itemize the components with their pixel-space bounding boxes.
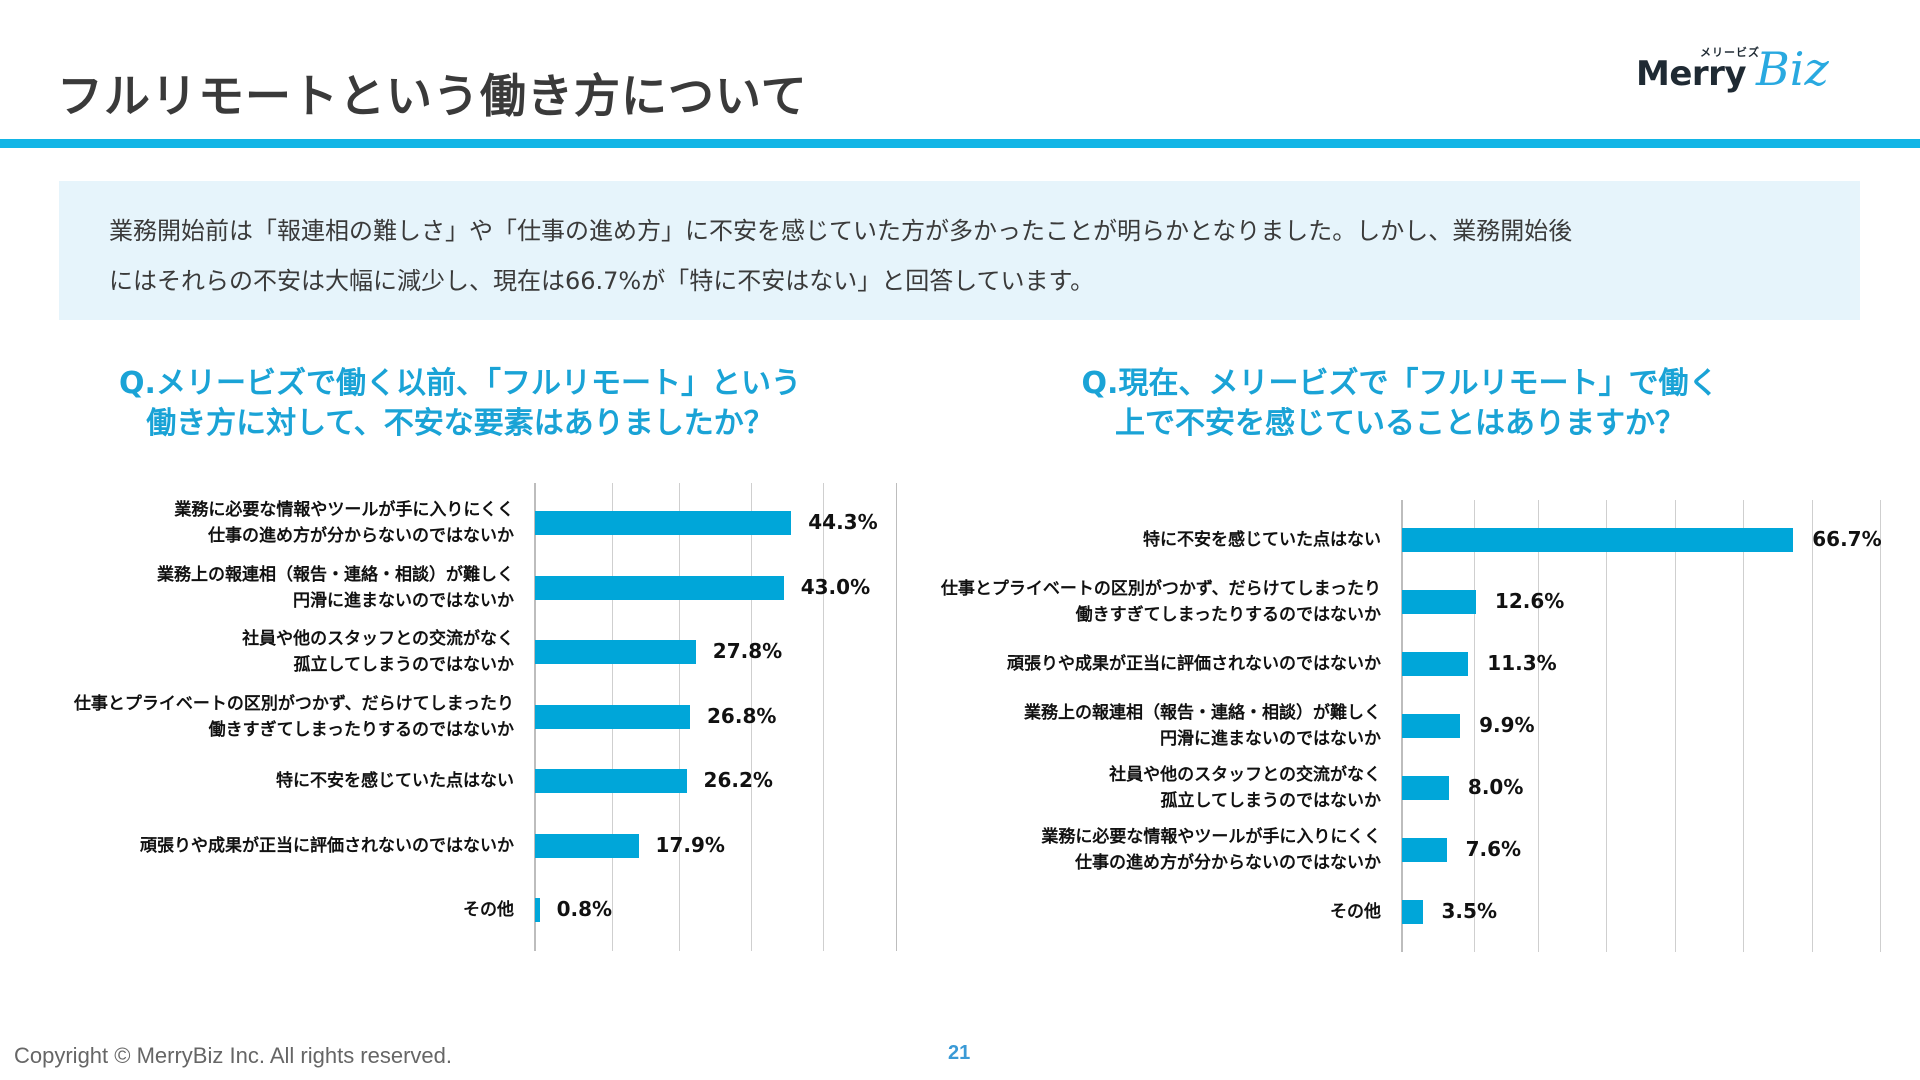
page-title: フルリモートという働き方について — [57, 69, 808, 123]
category-label: 社員や他のスタッフとの交流がなく孤立してしまうのではないか — [242, 626, 514, 678]
category-label: 業務に必要な情報やツールが手に入りにくく仕事の進め方が分からないのではないか — [174, 497, 514, 549]
category-label-line: 仕事の進め方が分からないのではないか — [208, 526, 514, 546]
data-label: 26.2% — [703, 768, 773, 792]
bar — [1402, 652, 1469, 676]
category-label: 特に不安を感じていた点はない — [1143, 527, 1381, 553]
category-label-line: 円滑に進まないのではないか — [293, 590, 514, 611]
category-label-line: その他 — [1330, 902, 1381, 922]
logo-kana: メリービズ — [1700, 46, 1760, 59]
bar — [1402, 776, 1449, 800]
category-label-line: 働きすぎてしまったりするのではないか — [1075, 605, 1381, 625]
category-label: 業務上の報連相（報告・連絡・相談）が難しく円滑に進まないのではないか — [157, 562, 514, 614]
bar — [535, 640, 696, 664]
category-label: 仕事とプライベートの区別がつかず、だらけてしまったり働きすぎてしまったりするので… — [74, 691, 514, 743]
chart-title-line: Q.メリービズで働く以前、「フルリモート」という — [119, 366, 801, 401]
bar — [1402, 900, 1423, 924]
category-label-line: 頑張りや成果が正当に評価されないのではないか — [140, 835, 514, 856]
category-label-line: 業務に必要な情報やツールが手に入りにくく — [174, 500, 514, 520]
category-label-line: 孤立してしまうのではないか — [1160, 791, 1382, 811]
bar — [1402, 590, 1476, 614]
gridline — [1674, 500, 1676, 952]
data-label: 44.3% — [808, 510, 878, 534]
category-label-line: 特に不安を感じていた点はない — [1143, 530, 1381, 550]
category-label: 業務に必要な情報やツールが手に入りにくく仕事の進め方が分からないのではないか — [1041, 824, 1381, 876]
footer-copyright: Copyright © MerryBiz Inc. All rights res… — [14, 1043, 453, 1068]
category-label-line: 社員や他のスタッフとの交流がなく — [242, 629, 514, 649]
category-label-line: 業務上の報連相（報告・連絡・相談）が難しく — [157, 564, 514, 585]
category-label-line: 頑張りや成果が正当に評価されないのではないか — [1007, 654, 1381, 674]
bar — [1402, 528, 1794, 552]
gridline — [1537, 500, 1539, 952]
bar — [535, 833, 639, 858]
bar — [535, 511, 792, 535]
category-label: 社員や他のスタッフとの交流がなく孤立してしまうのではないか — [1109, 762, 1381, 814]
category-label-line: 働きすぎてしまったりするのではないか — [208, 719, 514, 740]
category-label-line: 社員や他のスタッフとの交流がなく — [1109, 765, 1381, 785]
merrybiz-logo: メリービズ Merry Biz — [1636, 40, 1856, 100]
data-label: 26.8% — [707, 703, 777, 728]
category-label-line: 業務に必要な情報やツールが手に入りにくく — [1041, 827, 1381, 847]
chart-title-line: Q.現在、メリービズで「フルリモート」で働く — [1081, 366, 1719, 401]
gridline — [1606, 500, 1608, 952]
chart-title-line: 上で不安を感じていることはありますか？ — [1115, 406, 1685, 441]
logo-wordmark-accent: Biz — [1756, 42, 1829, 96]
category-label: その他 — [463, 897, 514, 923]
gridline — [1474, 500, 1476, 952]
bar-chart-before: 44.3% 業務に必要な情報やツールが手に入りにくく仕事の進め方が分からないのでは… — [0, 483, 900, 951]
gridline — [1880, 500, 1882, 952]
data-label: 0.8% — [556, 897, 613, 921]
summary-line-2: にはそれらの不安は大幅に減少し、現在は66.7%が「特に不安はない」と回答してい… — [109, 267, 1095, 295]
category-label: 仕事とプライベートの区別がつかず、だらけてしまったり働きすぎてしまったりするので… — [941, 576, 1381, 628]
data-label: 3.5% — [1441, 899, 1497, 923]
category-label-line: その他 — [463, 900, 514, 920]
bar — [535, 769, 687, 793]
chart-title-current: Q.現在、メリービズで「フルリモート」で働く 上で不安を感じていることはあります… — [1000, 364, 1800, 444]
data-label: 17.9% — [655, 832, 725, 857]
gridline — [1811, 500, 1813, 952]
category-label-line: 孤立してしまうのではないか — [293, 655, 515, 675]
page-number: 21 — [948, 1042, 971, 1064]
bar — [1402, 714, 1461, 738]
category-label-line: 円滑に進まないのではないか — [1160, 729, 1381, 749]
data-label: 66.7% — [1812, 527, 1882, 551]
logo-wordmark-main: Merry — [1636, 54, 1747, 94]
category-label-line: 特に不安を感じていた点はない — [276, 771, 514, 791]
category-label: 頑張りや成果が正当に評価されないのではないか — [140, 833, 514, 859]
bar-chart-current: 66.7% 特に不安を感じていた点はない 12.6% 仕事とプライベートの区別がつかず… — [0, 500, 1920, 952]
header-divider — [0, 139, 1920, 148]
data-label: 8.0% — [1467, 775, 1524, 799]
category-label: 特に不安を感じていた点はない — [276, 768, 514, 794]
data-label: 11.3% — [1487, 651, 1557, 675]
bar — [535, 704, 691, 729]
data-label: 27.8% — [712, 639, 783, 663]
category-label-line: 仕事とプライベートの区別がつかず、だらけてしまったり — [940, 579, 1381, 599]
category-label-line: 業務上の報連相（報告・連絡・相談）が難しく — [1024, 703, 1381, 723]
bar — [535, 898, 540, 922]
bar — [1402, 838, 1447, 862]
data-label: 9.9% — [1479, 713, 1535, 737]
gridline — [750, 483, 752, 951]
data-label: 12.6% — [1494, 589, 1565, 613]
category-label-line: 仕事の進め方が分からないのではないか — [1075, 853, 1381, 873]
gridline — [823, 483, 825, 951]
category-label: 頑張りや成果が正当に評価されないのではないか — [1007, 651, 1381, 677]
summary-line-1: 業務開始前は「報連相の難しさ」や「仕事の進め方」に不安を感じていた方が多かったこ… — [109, 217, 1573, 245]
data-label: 7.6% — [1465, 837, 1522, 861]
chart-title-line: 働き方に対して、不安な要素はありましたか？ — [146, 406, 774, 441]
gridline — [1742, 500, 1744, 952]
chart-divider — [896, 483, 897, 951]
category-label-line: 仕事とプライベートの区別がつかず、だらけてしまったり — [73, 693, 514, 714]
category-label: その他 — [1330, 899, 1381, 925]
category-label: 業務上の報連相（報告・連絡・相談）が難しく円滑に進まないのではないか — [1024, 700, 1381, 752]
bar — [535, 575, 784, 600]
summary-box: 業務開始前は「報連相の難しさ」や「仕事の進め方」に不安を感じていた方が多かったこ… — [59, 181, 1860, 320]
data-label: 43.0% — [800, 574, 871, 599]
chart-title-before: Q.メリービズで働く以前、「フルリモート」という 働き方に対して、不安な要素はあ… — [60, 364, 860, 444]
